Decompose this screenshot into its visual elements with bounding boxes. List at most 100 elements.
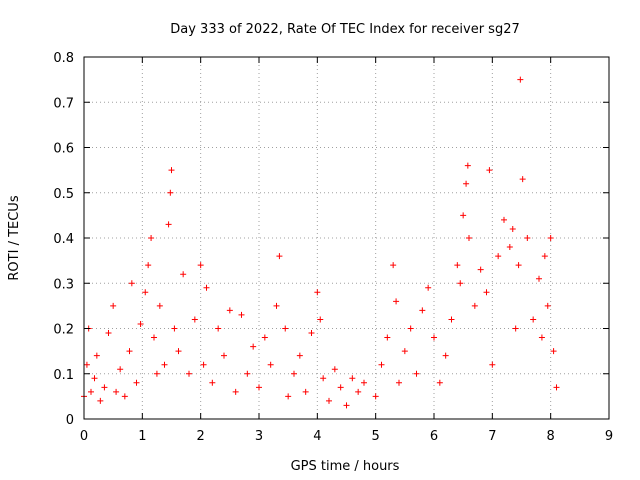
data-point bbox=[209, 379, 216, 386]
data-point bbox=[544, 302, 551, 309]
data-point bbox=[463, 180, 470, 187]
data-point bbox=[302, 388, 309, 395]
data-point bbox=[547, 235, 554, 241]
x-axis-label: GPS time / hours bbox=[291, 459, 400, 474]
y-tick-label: 0.8 bbox=[53, 51, 74, 66]
data-point bbox=[431, 334, 437, 341]
data-point bbox=[151, 334, 157, 341]
data-point bbox=[517, 76, 524, 83]
data-point bbox=[471, 302, 478, 309]
data-point bbox=[337, 384, 344, 391]
y-axis-ticks: 0 0.1 0.2 0.3 0.4 0.5 0.6 0.7 0.8 bbox=[53, 51, 609, 428]
data-point bbox=[197, 262, 204, 269]
data-point bbox=[486, 167, 493, 174]
data-point bbox=[244, 370, 251, 377]
data-point bbox=[191, 316, 198, 323]
data-point bbox=[314, 289, 321, 296]
data-point bbox=[361, 379, 367, 386]
data-point bbox=[536, 275, 542, 282]
data-point bbox=[320, 375, 327, 382]
data-point bbox=[167, 189, 174, 196]
x-tick-label: 4 bbox=[313, 429, 321, 444]
data-point bbox=[506, 244, 513, 251]
data-point bbox=[464, 162, 471, 169]
data-point bbox=[180, 271, 187, 278]
data-point bbox=[550, 348, 557, 355]
data-point bbox=[331, 366, 338, 373]
data-point bbox=[232, 388, 239, 395]
data-point bbox=[285, 393, 292, 400]
data-point bbox=[425, 284, 432, 291]
data-point bbox=[171, 325, 178, 332]
data-point bbox=[113, 388, 120, 395]
data-point bbox=[83, 361, 90, 368]
data-point bbox=[530, 316, 537, 323]
data-point bbox=[110, 302, 117, 309]
data-point bbox=[276, 253, 283, 260]
data-point bbox=[145, 262, 152, 269]
data-point bbox=[156, 302, 163, 309]
data-point bbox=[390, 262, 397, 269]
data-point bbox=[250, 343, 257, 350]
x-tick-label: 8 bbox=[547, 429, 555, 444]
x-tick-label: 0 bbox=[80, 429, 88, 444]
data-point bbox=[343, 402, 350, 409]
data-point bbox=[489, 361, 496, 368]
data-point bbox=[175, 348, 182, 355]
data-point bbox=[413, 370, 420, 377]
data-point bbox=[501, 216, 507, 223]
data-point bbox=[126, 348, 133, 355]
data-point bbox=[93, 352, 100, 359]
data-point bbox=[226, 307, 233, 314]
data-point bbox=[215, 325, 222, 332]
y-tick-label: 0.1 bbox=[53, 368, 74, 383]
data-point bbox=[515, 262, 522, 269]
data-point bbox=[165, 221, 172, 228]
data-point bbox=[448, 316, 455, 323]
data-point bbox=[186, 370, 192, 377]
data-point bbox=[519, 176, 526, 183]
data-point bbox=[137, 320, 144, 327]
data-point bbox=[117, 366, 124, 373]
data-point bbox=[97, 397, 104, 404]
data-point bbox=[128, 280, 135, 287]
data-point bbox=[378, 361, 385, 368]
data-point bbox=[553, 384, 560, 391]
data-point bbox=[161, 361, 168, 368]
data-point bbox=[483, 289, 490, 296]
data-point bbox=[524, 235, 531, 241]
data-point bbox=[133, 379, 140, 386]
y-tick-label: 0.4 bbox=[53, 232, 74, 247]
data-point bbox=[91, 375, 98, 382]
y-axis-label: ROTI / TECUs bbox=[7, 195, 22, 280]
x-axis-ticks: 0 1 2 3 4 5 6 7 8 9 bbox=[80, 57, 613, 444]
y-tick-label: 0.7 bbox=[53, 96, 74, 111]
data-point bbox=[308, 330, 315, 337]
data-point bbox=[509, 225, 516, 232]
data-point bbox=[401, 348, 408, 355]
y-tick-label: 0.3 bbox=[53, 277, 74, 292]
y-tick-label: 0 bbox=[66, 413, 74, 428]
data-point bbox=[419, 307, 426, 314]
data-point bbox=[466, 235, 472, 241]
data-point bbox=[454, 262, 461, 269]
data-point bbox=[512, 325, 519, 332]
data-point bbox=[200, 361, 207, 368]
chart-title: Day 333 of 2022, Rate Of TEC Index for r… bbox=[170, 22, 519, 37]
data-point bbox=[291, 370, 297, 377]
data-point bbox=[88, 388, 94, 395]
y-tick-label: 0.5 bbox=[53, 187, 74, 202]
data-point bbox=[203, 284, 210, 291]
data-point bbox=[457, 280, 464, 287]
data-point bbox=[273, 302, 280, 309]
data-point bbox=[121, 393, 128, 400]
data-point bbox=[221, 352, 227, 359]
data-point bbox=[384, 334, 391, 341]
x-tick-label: 6 bbox=[430, 429, 438, 444]
data-point bbox=[393, 298, 400, 305]
data-point bbox=[372, 393, 379, 400]
data-point bbox=[538, 334, 545, 341]
data-point bbox=[326, 397, 332, 404]
data-point bbox=[407, 325, 414, 332]
